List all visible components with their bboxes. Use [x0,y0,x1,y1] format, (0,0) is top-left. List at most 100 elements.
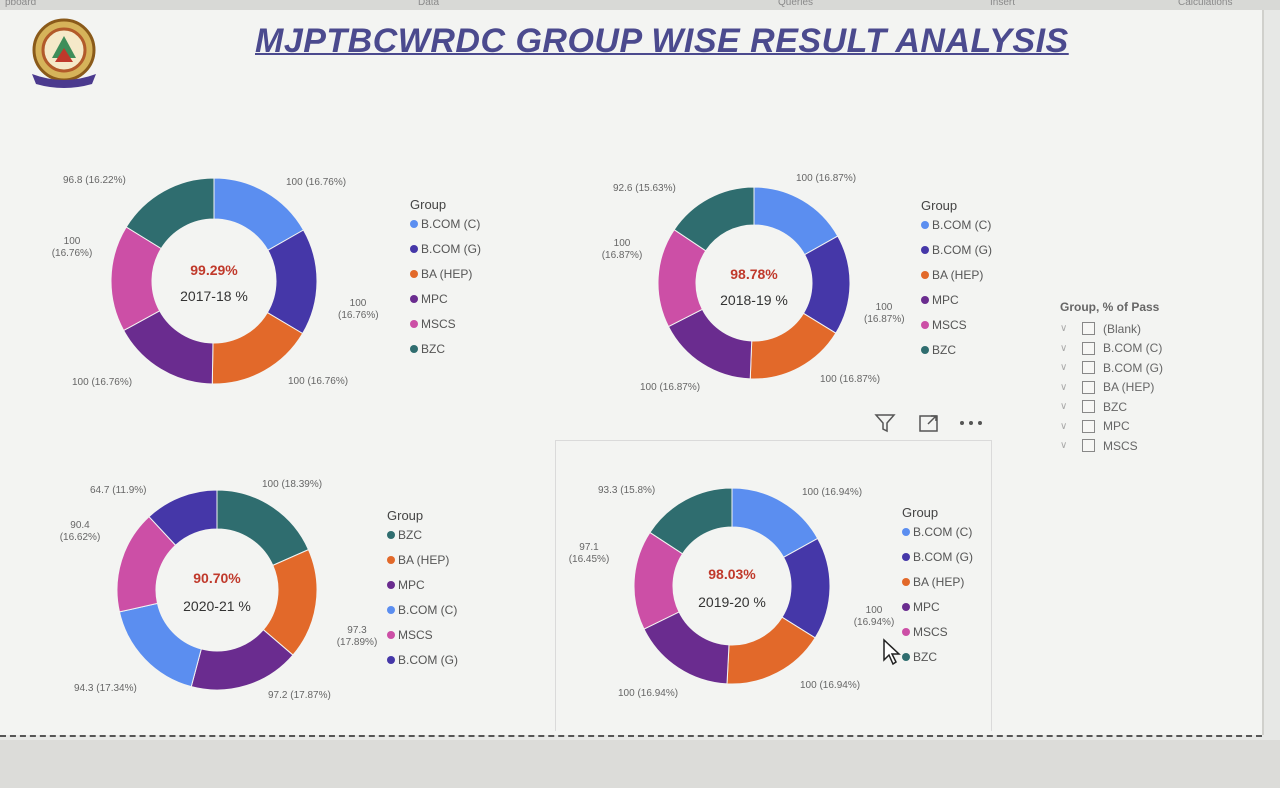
data-label-pct: (16.45%) [568,554,610,565]
ribbon-tab-insert[interactable]: Insert [990,0,1016,8]
donut-chart-2020-21[interactable]: 90.70% 2020-21 % [115,489,319,691]
slicer-title: Group, % of Pass [1060,300,1160,314]
legend-item[interactable]: MPC [921,293,992,318]
legend-color-dot [902,528,910,536]
data-label: 96.8 (16.22%) [63,175,126,186]
data-label: 100 (16.94%) [802,487,863,498]
legend-item[interactable]: MSCS [410,317,481,342]
donut-slice-b-com-c[interactable] [118,602,202,688]
data-label: 97.2 (17.87%) [268,690,331,701]
legend-color-dot [410,245,418,253]
legend-item[interactable]: MSCS [902,625,973,650]
legend-color-dot [387,631,395,639]
legend-label: BZC [398,528,422,542]
legend-color-dot [410,320,418,328]
checkbox[interactable] [1082,341,1095,355]
data-label-pct: (16.62%) [59,532,101,543]
legend-item[interactable]: MPC [410,292,481,317]
slicer-item[interactable]: ∨ BZC [1060,397,1163,417]
focus-mode-icon[interactable] [916,410,942,436]
legend-item[interactable]: BZC [921,343,992,368]
legend-color-dot [921,346,929,354]
legend-item[interactable]: B.COM (C) [902,525,973,550]
center-year-2019-20: 2019-20 % [698,594,766,610]
legend-color-dot [387,656,395,664]
ribbon-tab-data[interactable]: Data [418,0,440,8]
legend-color-dot [902,578,910,586]
legend-item[interactable]: MPC [387,578,458,603]
legend-label: B.COM (C) [932,218,992,232]
ribbon-tab-calculations[interactable]: Calculations [1178,0,1233,8]
ribbon-tab-clipboard[interactable]: pboard [5,0,37,8]
legend-item[interactable]: B.COM (G) [902,550,973,575]
chevron-down-icon[interactable]: ∨ [1060,342,1068,354]
legend-label: MSCS [398,628,433,642]
data-label-value: 97.1 [579,542,599,553]
data-label: 100 (16.87%) [640,382,701,393]
donut-slice-bzc[interactable] [125,177,215,250]
legend-item[interactable]: BZC [902,650,973,675]
chevron-down-icon[interactable]: ∨ [1060,420,1068,432]
slicer-item[interactable]: ∨ B.COM (G) [1060,358,1163,378]
checkbox[interactable] [1082,400,1095,414]
legend-label: B.COM (C) [421,217,481,231]
chevron-down-icon[interactable]: ∨ [1060,323,1068,335]
center-year-2020-21: 2020-21 % [183,598,251,614]
legend-item[interactable]: B.COM (C) [921,218,992,243]
slicer-item[interactable]: ∨ (Blank) [1060,319,1163,339]
donut-slice-bzc[interactable] [216,489,310,567]
group-pass-slicer[interactable]: Group, % of Pass ∨ (Blank) ∨ B.COM (C) ∨ B.CO… [1060,300,1163,456]
legend-item[interactable]: B.COM (G) [387,653,458,678]
legend-item[interactable]: BA (HEP) [410,267,481,292]
legend-item[interactable]: B.COM (G) [410,242,481,267]
chevron-down-icon[interactable]: ∨ [1060,381,1068,393]
legend-item[interactable]: BA (HEP) [921,268,992,293]
data-label-value: 100 [349,298,367,309]
donut-svg-2019-20 [633,487,831,685]
donut-slice-bzc[interactable] [649,487,733,555]
slicer-item[interactable]: ∨ B.COM (C) [1060,339,1163,359]
checkbox[interactable] [1082,361,1095,375]
filter-icon[interactable] [872,410,898,436]
donut-chart-2018-19[interactable]: 98.78% 2018-19 % [657,186,851,380]
slicer-item[interactable]: ∨ MSCS [1060,436,1163,456]
legend-item[interactable]: MSCS [387,628,458,653]
donut-chart-2017-18[interactable]: 99.29% 2017-18 % [110,177,318,385]
legend-item[interactable]: MPC [902,600,973,625]
donut-chart-2019-20[interactable]: 98.03% 2019-20 % [633,487,831,685]
donut-svg-2017-18 [110,177,318,385]
data-label-value: 90.4 [70,520,90,531]
checkbox[interactable] [1082,439,1095,453]
legend-item[interactable]: MSCS [921,318,992,343]
more-options-icon[interactable] [958,410,984,436]
ribbon-tab-queries[interactable]: Queries [778,0,814,8]
legend-color-dot [902,553,910,561]
legend-label: MPC [398,578,425,592]
donut-slice-b-com-g[interactable] [148,489,218,546]
legend-item[interactable]: BZC [410,342,481,367]
data-label: 100 (16.76%) [40,236,104,260]
slicer-item-label: MSCS [1103,438,1138,453]
slicer-item[interactable]: ∨ MPC [1060,417,1163,437]
slicer-item-label: B.COM (C) [1103,341,1163,356]
selected-visual-frame [555,440,992,731]
legend-item[interactable]: BA (HEP) [387,553,458,578]
legend-item[interactable]: BZC [387,528,458,553]
data-label: 100 (16.76%) [286,177,347,188]
checkbox[interactable] [1082,322,1095,336]
legend-label: MPC [421,292,448,306]
checkbox[interactable] [1082,380,1095,394]
legend-item[interactable]: B.COM (C) [410,217,481,242]
donut-slice-bzc[interactable] [673,186,755,252]
legend-item[interactable]: B.COM (G) [921,243,992,268]
center-percent-2020-21: 90.70% [193,570,241,586]
slicer-item[interactable]: ∨ BA (HEP) [1060,378,1163,398]
slicer-item-label: B.COM (G) [1103,360,1163,375]
center-percent-2017-18: 99.29% [190,262,238,278]
checkbox[interactable] [1082,419,1095,433]
legend-item[interactable]: B.COM (C) [387,603,458,628]
chevron-down-icon[interactable]: ∨ [1060,362,1068,374]
chevron-down-icon[interactable]: ∨ [1060,401,1068,413]
legend-item[interactable]: BA (HEP) [902,575,973,600]
chevron-down-icon[interactable]: ∨ [1060,440,1068,452]
